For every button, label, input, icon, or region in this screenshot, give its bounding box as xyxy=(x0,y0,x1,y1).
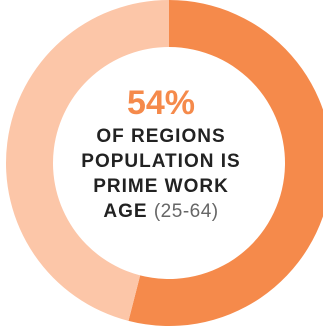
donut-slice-2 xyxy=(6,0,169,321)
caption-age-range: (25-64) xyxy=(153,201,219,222)
caption-line-3: PRIME WORK xyxy=(93,176,229,197)
donut-slices xyxy=(6,0,323,326)
percentage-value: 54% xyxy=(126,84,196,122)
caption-age-bold: AGE xyxy=(103,201,148,222)
caption-line-1: OF REGIONS xyxy=(96,126,226,147)
caption-line-4: AGE (25-64) xyxy=(61,199,261,224)
caption-line-2: POPULATION IS xyxy=(81,151,241,172)
center-label: 54% OF REGIONS POPULATION IS PRIME WORK … xyxy=(61,84,261,224)
donut-slice-1 xyxy=(128,0,323,326)
